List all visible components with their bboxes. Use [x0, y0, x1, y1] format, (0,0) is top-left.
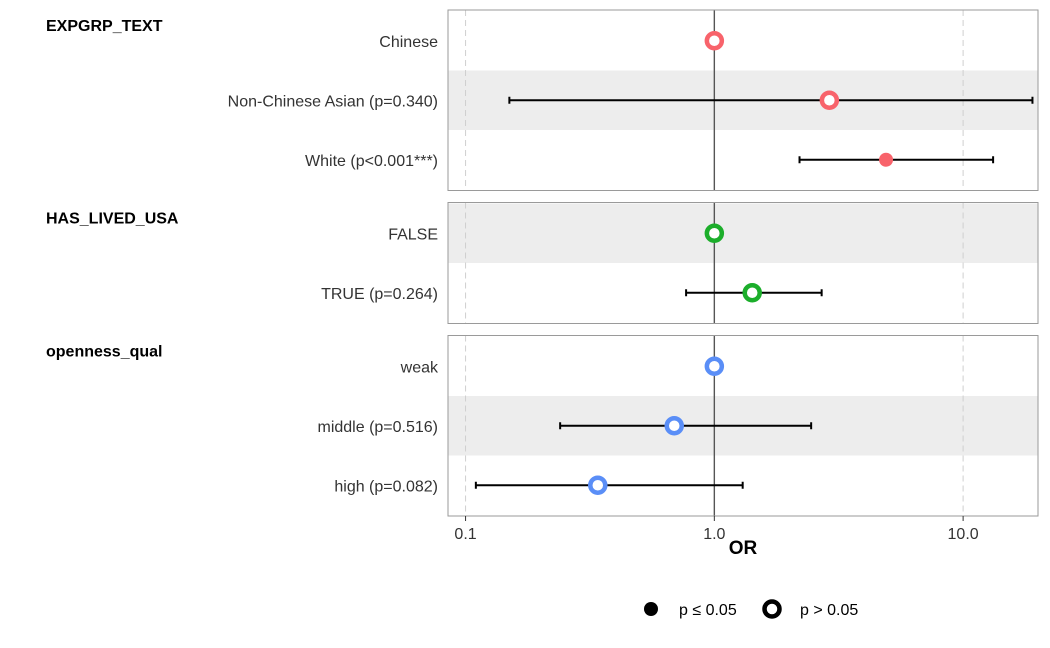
panels-layer	[447, 9, 1039, 517]
panel-border	[447, 335, 1039, 517]
x-axis: 0.1 1.0 10.0	[454, 516, 979, 543]
row-band	[448, 336, 1038, 396]
level-label: Non-Chinese Asian (p=0.340)	[228, 93, 438, 110]
group-label: openness_qual	[46, 344, 162, 361]
legend: p ≤ 0.05 p > 0.05	[644, 599, 858, 619]
point-estimate	[704, 223, 725, 243]
point-estimate	[664, 416, 684, 436]
row-band	[448, 203, 1038, 263]
legend-item: p > 0.05	[762, 599, 858, 619]
level-label: high (p=0.082)	[334, 478, 438, 495]
legend-item: p ≤ 0.05	[644, 602, 737, 619]
x-tick-label: 0.1	[454, 526, 476, 543]
level-label: FALSE	[388, 226, 438, 243]
legend-key-filled	[644, 602, 658, 616]
x-tick-label: 1.0	[703, 526, 725, 543]
point-estimate	[879, 152, 894, 167]
level-label: White (p<0.001***)	[305, 153, 438, 170]
x-axis-title: OR	[729, 538, 758, 559]
level-label: TRUE (p=0.264)	[321, 286, 438, 303]
row-band	[448, 11, 1038, 71]
point-estimate	[588, 475, 608, 495]
group-label: HAS_LIVED_USA	[46, 211, 179, 228]
legend-label: p > 0.05	[800, 602, 858, 619]
level-label: Chinese	[379, 34, 438, 51]
point-estimate	[742, 283, 762, 303]
legend-key-hollow	[762, 599, 782, 619]
panel-EXPGRP_TEXT	[447, 9, 1039, 191]
panel-HAS_LIVED_USA	[447, 202, 1039, 324]
panel-border	[447, 9, 1039, 191]
point-estimate	[819, 90, 840, 110]
level-label: weak	[400, 359, 439, 376]
level-label: middle (p=0.516)	[317, 419, 438, 436]
point-estimate	[704, 356, 725, 376]
panel-border	[447, 202, 1039, 324]
labels-layer: EXPGRP_TEXT Chinese Non-Chinese Asian (p=0…	[46, 18, 439, 495]
group-label: EXPGRP_TEXT	[46, 18, 163, 35]
x-tick-label: 10.0	[948, 526, 979, 543]
legend-label: p ≤ 0.05	[679, 602, 737, 619]
point-estimate	[704, 31, 725, 51]
panel-openness_qual	[447, 335, 1039, 517]
